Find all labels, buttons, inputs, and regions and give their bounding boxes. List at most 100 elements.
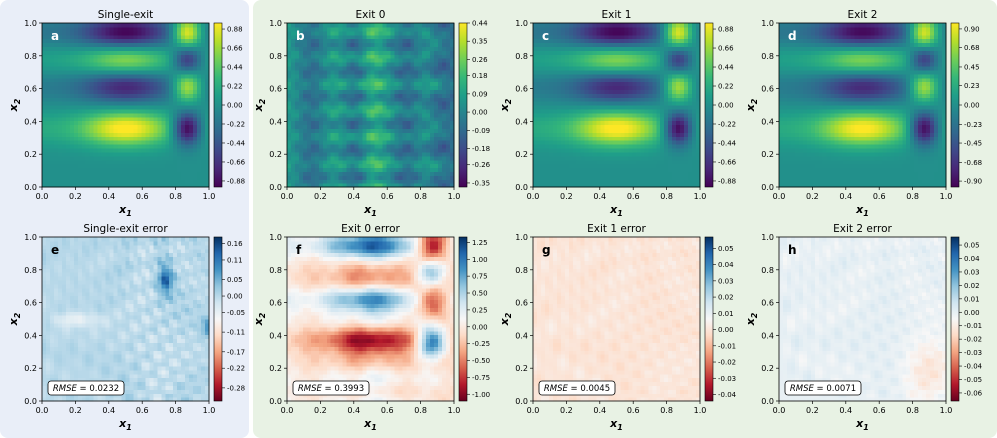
heatmap-cell: [556, 183, 562, 188]
heatmap-cell: [109, 26, 115, 32]
heatmap-cell: [334, 101, 340, 106]
heatmap-cell: [298, 46, 304, 51]
heatmap-cell: [548, 46, 554, 51]
heatmap-cell: [548, 124, 554, 130]
heatmap-cell: [137, 26, 143, 32]
heatmap-cell: [568, 46, 574, 51]
heatmap-cell: [173, 167, 178, 172]
heatmap-cell: [402, 147, 407, 153]
heatmap-cell: [398, 136, 403, 141]
heatmap-cell: [596, 30, 602, 36]
heatmap-cell: [568, 120, 574, 126]
heatmap-cell: [125, 140, 131, 145]
heatmap-cell: [177, 120, 182, 126]
heatmap-cell: [294, 120, 300, 126]
heatmap-cell: [378, 93, 384, 98]
heatmap-cell: [287, 54, 292, 59]
heatmap-cell: [648, 167, 653, 172]
heatmap-cell: [145, 128, 150, 133]
heatmap-cell: [306, 50, 312, 55]
heatmap-cell: [77, 69, 83, 75]
heatmap-cell: [306, 112, 312, 118]
heatmap-cell: [161, 97, 166, 102]
heatmap-cell: [157, 105, 162, 110]
heatmap-cell: [177, 116, 182, 122]
heatmap-cell: [330, 65, 336, 71]
heatmap-cell: [434, 34, 439, 40]
heatmap-cell: [322, 124, 328, 130]
heatmap-cell: [366, 108, 372, 114]
heatmap-cell: [181, 120, 186, 126]
heatmap-cell: [446, 163, 451, 169]
colorbar-tick-label: -0.26: [472, 161, 491, 169]
heatmap-cell: [544, 175, 550, 180]
heatmap-cell: [604, 85, 610, 90]
heatmap-cell: [430, 30, 435, 36]
heatmap-cell: [157, 85, 162, 90]
heatmap-cell: [572, 136, 578, 141]
heatmap-cell: [434, 69, 439, 75]
heatmap-cell: [628, 105, 634, 110]
heatmap-cell: [65, 46, 71, 51]
heatmap-cell: [85, 124, 91, 130]
heatmap-cell: [125, 69, 131, 75]
heatmap-cell: [205, 46, 210, 51]
heatmap-cell: [394, 30, 399, 36]
heatmap-cell: [410, 112, 415, 118]
heatmap-cell: [121, 62, 127, 67]
heatmap-cell: [592, 69, 598, 75]
heatmap-cell: [318, 50, 324, 55]
heatmap-cell: [149, 73, 154, 79]
heatmap-cell: [57, 147, 63, 153]
heatmap-cell: [588, 147, 594, 153]
heatmap-cell: [137, 42, 143, 48]
heatmap-cell: [93, 62, 99, 67]
heatmap-cell: [330, 120, 336, 126]
heatmap-cell: [153, 132, 158, 137]
heatmap-cell: [358, 163, 364, 169]
heatmap-cell: [596, 81, 602, 87]
heatmap-cell: [101, 136, 107, 141]
heatmap-cell: [334, 167, 340, 172]
heatmap-cell: [600, 136, 606, 141]
heatmap-cell: [69, 54, 75, 59]
heatmap-cell: [322, 136, 328, 141]
heatmap-cell: [533, 151, 538, 157]
heatmap-cell: [77, 108, 83, 114]
heatmap-cell: [568, 171, 574, 176]
heatmap-cell: [556, 151, 562, 157]
heatmap-cell: [97, 97, 103, 102]
heatmap-cell: [568, 183, 574, 188]
heatmap-cell: [533, 77, 538, 83]
heatmap-cell: [173, 116, 178, 122]
heatmap-cell: [49, 42, 55, 48]
heatmap-cell: [624, 108, 630, 114]
heatmap-cell: [604, 171, 610, 176]
heatmap-cell: [161, 108, 166, 114]
heatmap-cell: [636, 179, 641, 184]
heatmap-cell: [173, 175, 178, 180]
heatmap-cell: [640, 108, 645, 114]
heatmap-cell: [49, 120, 55, 126]
heatmap-cell: [173, 58, 178, 63]
heatmap-cell: [61, 105, 67, 110]
heatmap-cell: [302, 30, 308, 36]
heatmap-cell: [378, 108, 384, 114]
heatmap-cell: [97, 155, 103, 161]
heatmap-cell: [378, 85, 384, 90]
heatmap-cell: [141, 97, 146, 102]
heatmap-cell: [592, 179, 598, 184]
heatmap-cell: [564, 120, 570, 126]
heatmap-cell: [338, 179, 344, 184]
heatmap-cell: [640, 101, 645, 106]
heatmap-cell: [161, 179, 166, 184]
heatmap-cell: [57, 73, 63, 79]
heatmap-cell: [533, 179, 538, 184]
heatmap-cell: [69, 120, 75, 126]
heatmap-cell: [592, 97, 598, 102]
heatmap-cell: [61, 116, 67, 122]
heatmap-cell: [346, 81, 352, 87]
heatmap-cell: [201, 140, 206, 145]
heatmap-cell: [410, 105, 415, 110]
heatmap-cell: [197, 97, 202, 102]
